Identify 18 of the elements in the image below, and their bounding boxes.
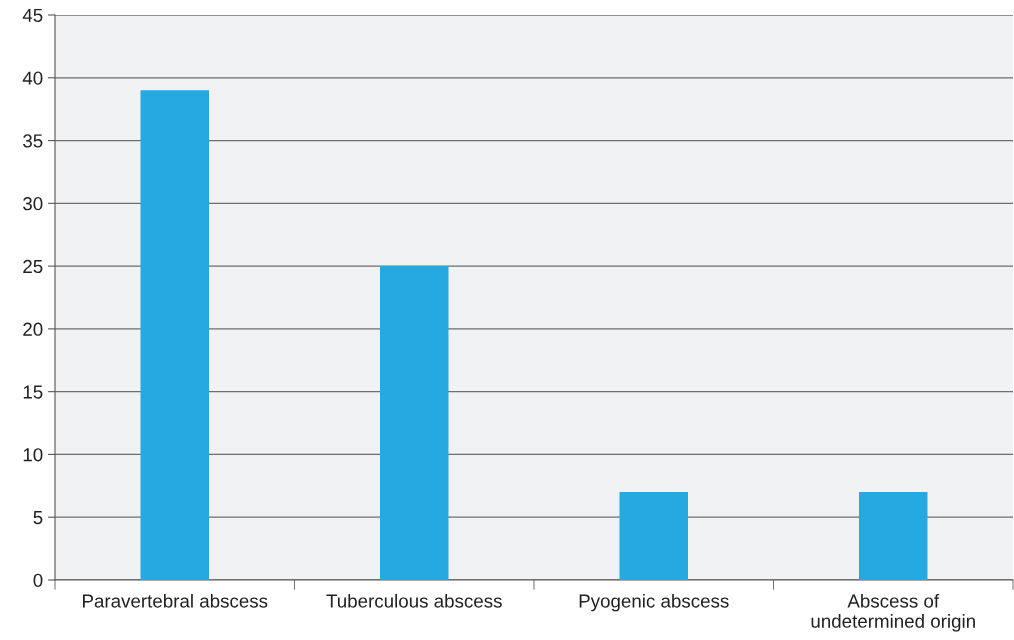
y-tick-label: 15 bbox=[23, 385, 43, 399]
y-tick-label: 45 bbox=[22, 8, 43, 22]
bar bbox=[380, 266, 449, 580]
y-tick-label: 30 bbox=[23, 197, 43, 211]
y-tick-label: 10 bbox=[23, 448, 43, 462]
y-tick-label: 25 bbox=[23, 259, 43, 274]
y-tick-label: 40 bbox=[22, 71, 43, 85]
x-tick-label: Abscess of undetermined origin bbox=[811, 593, 975, 632]
bar bbox=[619, 492, 688, 580]
y-tick-label: 0 bbox=[33, 573, 43, 587]
y-tick-label: 20 bbox=[23, 322, 43, 336]
x-tick-label: Pyogenic abscess bbox=[579, 593, 729, 612]
x-tick-label: Tuberculous abscess bbox=[326, 593, 502, 608]
bar bbox=[140, 90, 209, 580]
bar bbox=[858, 492, 928, 580]
x-tick-label: Paravertebral abscess bbox=[83, 593, 268, 608]
y-tick-label: 35 bbox=[23, 134, 43, 148]
y-tick-label: 5 bbox=[33, 511, 43, 525]
